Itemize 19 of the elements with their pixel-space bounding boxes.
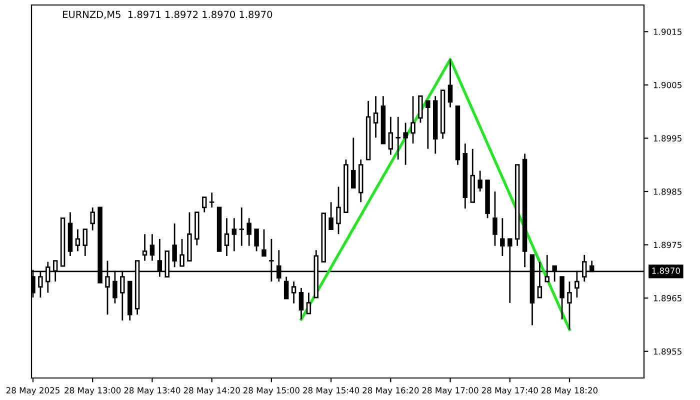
x-tick-label: 28 May 13:40: [124, 387, 180, 396]
y-tick-label: 1.8955: [654, 348, 682, 355]
text: EURNZD,M5 1.8971 1.8972 1.8970 1.8970: [63, 10, 272, 20]
x-tick-label: 28 May 16:20: [362, 387, 419, 396]
y-tick-label: 1.8985: [654, 188, 682, 195]
y-tick-label: 1.8975: [654, 242, 682, 248]
x-tick-label: 28 May 2025: [6, 387, 60, 396]
x-tick-label: 28 May 17:00: [422, 387, 478, 396]
x-tick-label: 28 May 14:20: [184, 387, 240, 396]
y-tick-label: 1.8965: [654, 295, 682, 302]
y-tick-label: 1.8995: [654, 135, 682, 142]
ref-line-label: 1.8970: [652, 268, 680, 274]
x-tick-label: 28 May 15:00: [243, 387, 300, 396]
x-tick-label: 28 May 15:40: [303, 387, 360, 396]
x-tick-label: 28 May 13:00: [64, 387, 121, 396]
y-tick-label: 1.9005: [654, 82, 682, 88]
x-tick-label: 28 May 17:40: [482, 387, 538, 396]
y-tick-label: 1.9015: [654, 28, 682, 35]
x-tick-label: 28 May 18:20: [542, 387, 598, 396]
